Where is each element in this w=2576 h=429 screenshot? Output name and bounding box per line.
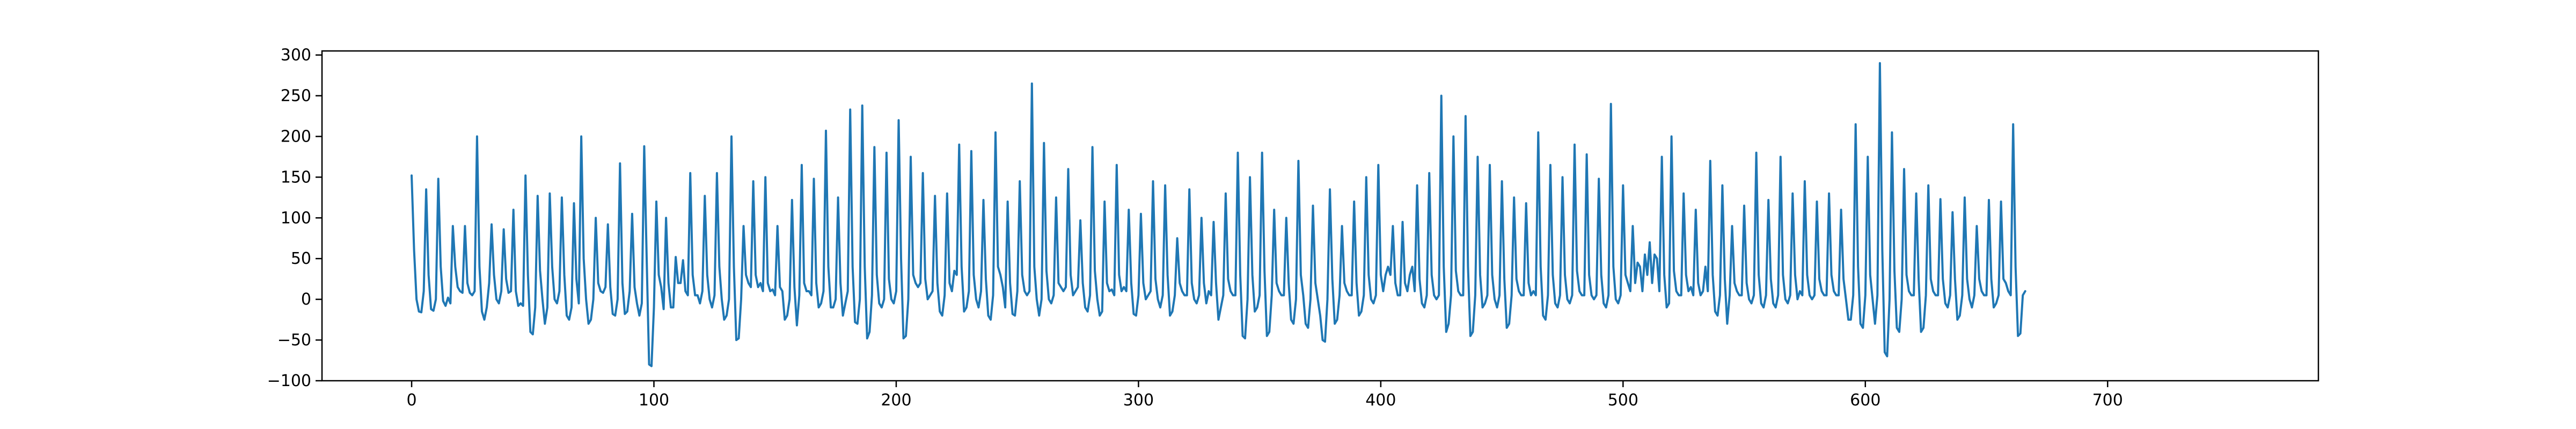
y-tick-label: 100 (281, 209, 311, 227)
series-line (411, 62, 2026, 367)
y-tick-label: 250 (281, 87, 311, 106)
y-tick-label: −100 (267, 372, 311, 390)
x-tick-label: 600 (1850, 391, 1880, 410)
axes-frame (321, 50, 2319, 382)
x-tick-label: 0 (406, 391, 416, 410)
y-axis-ticks: −100 −50 0 50 100 150 200 250 300 (267, 46, 322, 390)
y-tick-label: 150 (281, 168, 311, 187)
plot-area (411, 62, 2026, 367)
x-tick-label: 700 (2092, 391, 2123, 410)
x-tick-label: 300 (1123, 391, 1154, 410)
x-tick-label: 100 (639, 391, 669, 410)
y-tick-label: 300 (281, 46, 311, 65)
x-axis-ticks: 0 100 200 300 400 500 600 700 (406, 381, 2123, 410)
x-tick-label: 200 (881, 391, 911, 410)
x-tick-label: 400 (1365, 391, 1396, 410)
y-tick-label: 50 (291, 249, 311, 268)
y-tick-label: 0 (301, 290, 311, 309)
y-tick-label: 200 (281, 127, 311, 146)
x-tick-label: 500 (1608, 391, 1638, 410)
y-tick-label: −50 (277, 331, 311, 350)
